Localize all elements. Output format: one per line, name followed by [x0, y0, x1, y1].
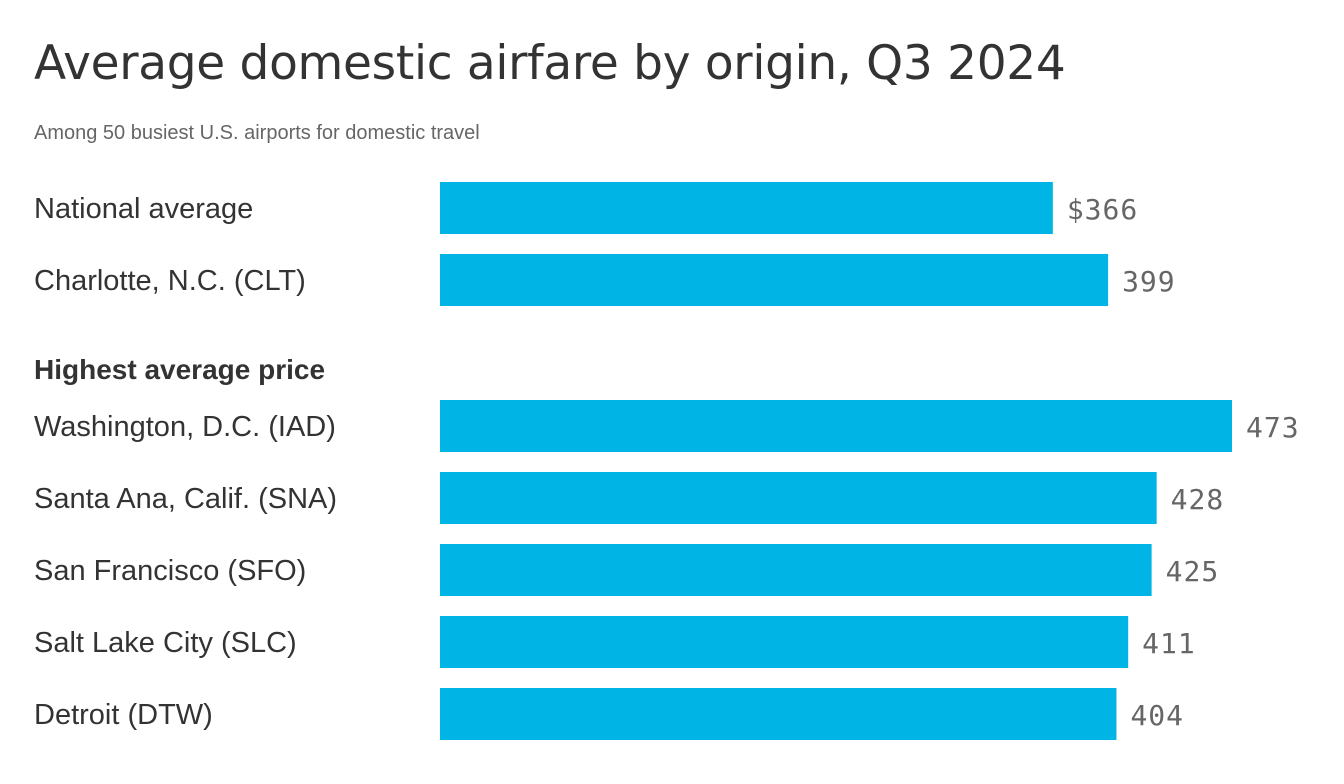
category-label-washington-d-c-iad: Washington, D.C. (IAD)	[34, 411, 336, 443]
value-label-san-francisco-sfo: 425	[1166, 555, 1220, 588]
category-label-santa-ana-calif-sna: Santa Ana, Calif. (SNA)	[34, 483, 337, 515]
value-label-washington-d-c-iad: 473	[1246, 411, 1300, 444]
category-label-charlotte-n-c-clt: Charlotte, N.C. (CLT)	[34, 265, 306, 297]
bar-salt-lake-city-slc	[440, 616, 1129, 668]
chart-title: Average domestic airfare by origin, Q3 2…	[34, 36, 1066, 91]
section-heading-highest: Highest average price	[34, 354, 326, 385]
value-label-salt-lake-city-slc: 411	[1142, 627, 1196, 660]
bar-national-average	[440, 182, 1053, 234]
category-label-san-francisco-sfo: San Francisco (SFO)	[34, 555, 306, 587]
bar-san-francisco-sfo	[440, 544, 1152, 596]
bar-charlotte-n-c-clt	[440, 254, 1109, 306]
category-label-national-average: National average	[34, 193, 253, 225]
value-label-charlotte-n-c-clt: 399	[1122, 265, 1176, 298]
bar-santa-ana-calif-sna	[440, 472, 1157, 524]
value-label-santa-ana-calif-sna: 428	[1171, 483, 1225, 516]
bar-detroit-dtw	[440, 688, 1117, 740]
category-label-salt-lake-city-slc: Salt Lake City (SLC)	[34, 627, 297, 659]
value-label-detroit-dtw: 404	[1130, 699, 1184, 732]
bar-washington-d-c-iad	[440, 400, 1232, 452]
value-label-national-average: $366	[1067, 193, 1138, 226]
category-label-detroit-dtw: Detroit (DTW)	[34, 699, 213, 731]
chart-subtitle: Among 50 busiest U.S. airports for domes…	[34, 122, 480, 144]
